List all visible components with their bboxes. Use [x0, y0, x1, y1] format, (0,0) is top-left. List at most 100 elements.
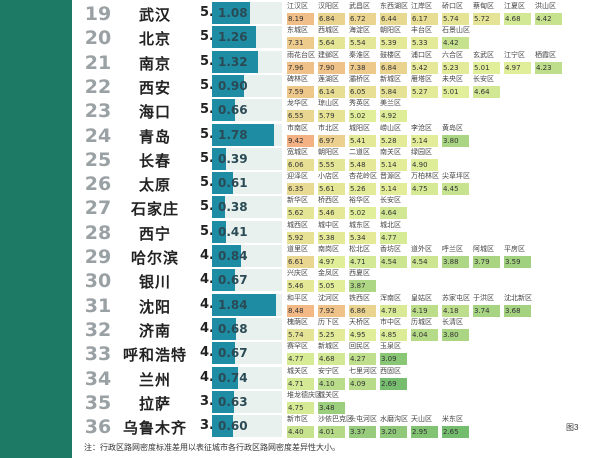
district-name: 朝阳区 — [318, 147, 339, 156]
district-cell: 长安区 4.64 — [379, 195, 407, 220]
district-value: 5.54 — [349, 37, 376, 50]
city-name: 拉萨 — [138, 394, 171, 413]
std-label: 0.84 — [218, 249, 248, 263]
city-name: 哈尔滨 — [130, 249, 179, 267]
district-cell: 西固区 2.69 — [379, 366, 407, 391]
district-name: 历城区 — [411, 317, 432, 326]
district-cell: 天山区 2.95 — [410, 414, 438, 439]
rank: 34 — [84, 367, 112, 390]
city-name: 西宁 — [138, 224, 171, 243]
std-bar-fill — [212, 50, 259, 73]
district-name: 兴庆区 — [287, 269, 308, 278]
district-value: 5.92 — [287, 231, 314, 244]
district-cell: 城关区 4.71 — [286, 366, 314, 391]
district-cell: 西夏区 3.87 — [348, 268, 376, 293]
district-cell: 头屯河区 3.37 — [348, 414, 377, 439]
district-name: 城东区 — [349, 220, 370, 229]
rank: 25 — [84, 148, 112, 171]
district-name: 沈河区 — [318, 293, 339, 302]
district-name: 道外区 — [411, 245, 432, 253]
rank: 35 — [84, 391, 112, 414]
district-name: 回民区 — [349, 342, 370, 351]
district-cell: 长安区 4.64 — [472, 74, 500, 99]
district-cell: 兴庆区 5.46 — [286, 268, 314, 293]
district-value: 5.01 — [473, 61, 500, 74]
district-cell: 龙华区 6.55 — [286, 98, 314, 123]
district-name: 杏花岭区 — [349, 172, 377, 181]
district-cell: 东西湖区 6.44 — [379, 1, 408, 26]
district-name: 小店区 — [318, 172, 339, 181]
district-value: 5.74 — [442, 13, 469, 25]
district-value: 5.05 — [318, 280, 345, 293]
district-value: 4.64 — [380, 207, 407, 220]
district-cell: 赛罕区 4.77 — [286, 341, 314, 366]
district-name: 城关区 — [318, 390, 339, 399]
district-name: 石景山区 — [442, 26, 470, 35]
district-value: 6.61 — [287, 256, 314, 268]
district-value: 4.71 — [349, 256, 376, 268]
std-bar: 0.38 — [212, 196, 282, 219]
district-value: 4.90 — [411, 158, 438, 171]
district-name: 香坊区 — [380, 245, 401, 253]
district-name: 新城区 — [380, 74, 401, 83]
district-name: 西城区 — [318, 26, 339, 35]
district-cell: 浑南区 4.78 — [379, 293, 407, 318]
district-cell: 蔡甸区 5.72 — [472, 1, 500, 26]
district-value: 6.05 — [349, 85, 376, 98]
district-cell: 道外区 4.54 — [410, 244, 438, 269]
std-label: 1.26 — [218, 30, 248, 45]
district-name: 七里河区 — [349, 366, 377, 375]
district-list: 和平区 8.48 沈河区 7.92 铁西区 6.86 浑南区 4.78 皇姑区 4.19 苏家屯区 4… — [286, 293, 596, 318]
district-value: 6.06 — [287, 158, 314, 171]
district-name: 堆龙德庆区 — [287, 390, 322, 399]
district-name: 阿城区 — [473, 245, 494, 253]
district-cell: 槐荫区 5.74 — [286, 317, 314, 342]
district-cell: 江汉区 8.19 — [286, 1, 314, 26]
district-name: 碑林区 — [287, 74, 308, 83]
district-name: 头屯河区 — [349, 415, 377, 424]
district-name: 苏家屯区 — [442, 293, 470, 302]
rank: 20 — [84, 27, 112, 50]
std-bar: 0.68 — [212, 317, 282, 340]
city-name: 沈阳 — [138, 297, 171, 316]
district-value: 7.59 — [287, 85, 314, 98]
district-cell: 二道区 5.48 — [348, 147, 376, 172]
std-bar-fill — [212, 26, 257, 49]
rank: 30 — [84, 270, 112, 293]
rank: 24 — [84, 124, 112, 147]
district-cell: 琼山区 5.79 — [317, 98, 345, 123]
district-list: 城西区 5.92 城中区 5.38 城东区 5.34 城北区 4.77 — [286, 220, 596, 245]
district-value: 6.84 — [318, 13, 345, 25]
district-name: 六合区 — [442, 50, 463, 59]
district-value: 5.74 — [287, 328, 314, 341]
district-value: 5.72 — [473, 13, 500, 25]
district-cell: 沙依巴克区 4.01 — [317, 414, 353, 439]
district-name: 南关区 — [380, 147, 401, 156]
district-name: 赛罕区 — [287, 342, 308, 351]
district-value: 7.92 — [318, 304, 345, 317]
std-bar-fill — [212, 220, 227, 243]
district-value: 6.84 — [380, 61, 407, 74]
std-bar: 1.26 — [212, 26, 282, 49]
district-cell: 美兰区 4.92 — [379, 98, 407, 123]
district-list: 城关区 4.71 安宁区 4.10 七里河区 4.09 西固区 2.69 — [286, 366, 596, 391]
table-row: 24青岛5.351.78市南区9.42市北区6.97城阳区5.41崂山区5.28… — [72, 123, 600, 148]
district-cell: 呼兰区 3.88 — [441, 244, 469, 269]
std-label: 0.39 — [218, 151, 248, 166]
district-value: 4.71 — [287, 377, 314, 390]
district-value: 2.65 — [442, 426, 469, 439]
district-value: 4.54 — [380, 256, 407, 268]
std-bar-fill — [212, 269, 236, 292]
table-row: 33呼和浩特4.240.67赛罕区4.77新城区4.68回民区4.27玉泉区3.… — [72, 341, 600, 366]
district-cell: 朝阳区 5.39 — [379, 25, 407, 50]
district-cell: 天桥区 4.95 — [348, 317, 376, 342]
district-name: 玉泉区 — [380, 342, 401, 351]
footnote: 注：行政区路网密度标准差用以表征城市各行政区路网密度差异性大小。 — [84, 443, 340, 452]
district-cell: 硚口区 5.74 — [441, 1, 469, 26]
district-name: 长清区 — [442, 317, 463, 326]
city-name: 南京 — [138, 54, 171, 73]
district-cell: 江宁区 4.97 — [503, 50, 531, 75]
